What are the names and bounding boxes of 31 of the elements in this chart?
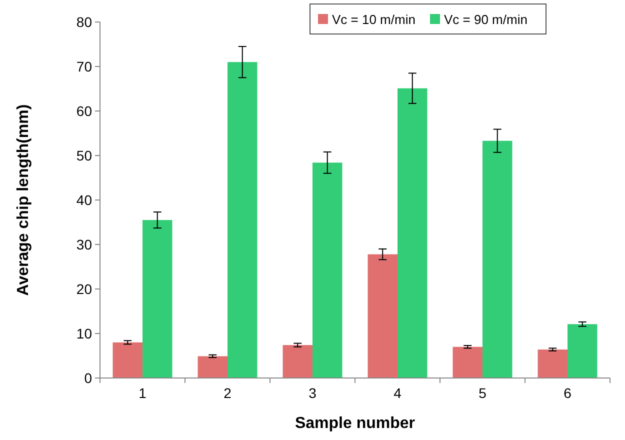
bar <box>452 346 482 378</box>
bar <box>398 88 428 378</box>
bar <box>228 62 258 378</box>
bar <box>568 324 598 378</box>
y-axis-title: Average chip length(mm) <box>15 104 32 296</box>
bar <box>282 345 312 378</box>
x-tick-label: 6 <box>564 385 572 401</box>
bar <box>538 350 568 378</box>
legend-label: Vc = 10 m/min <box>332 12 416 27</box>
y-tick-label: 40 <box>76 192 92 208</box>
bar <box>312 162 342 378</box>
y-tick-label: 60 <box>76 102 92 119</box>
bar <box>198 356 228 378</box>
x-tick-label: 2 <box>224 385 232 401</box>
y-tick-label: 70 <box>76 58 92 74</box>
y-tick-label: 30 <box>76 236 92 252</box>
y-tick-label: 0 <box>84 370 92 386</box>
y-tick-label: 20 <box>76 280 92 297</box>
x-axis-title: Sample number <box>294 415 416 432</box>
x-tick-label: 1 <box>138 385 147 401</box>
y-tick-label: 80 <box>76 14 92 30</box>
x-tick-label: 3 <box>308 385 317 401</box>
y-tick-label: 50 <box>76 147 92 164</box>
legend-label: Vc = 90 m/min <box>444 12 528 27</box>
bar <box>142 220 172 378</box>
x-tick-label: 4 <box>394 385 402 401</box>
bar <box>112 342 142 378</box>
y-tick-label: 10 <box>76 325 92 342</box>
x-tick-label: 5 <box>478 385 487 401</box>
bar <box>482 140 512 378</box>
bar <box>368 254 398 378</box>
